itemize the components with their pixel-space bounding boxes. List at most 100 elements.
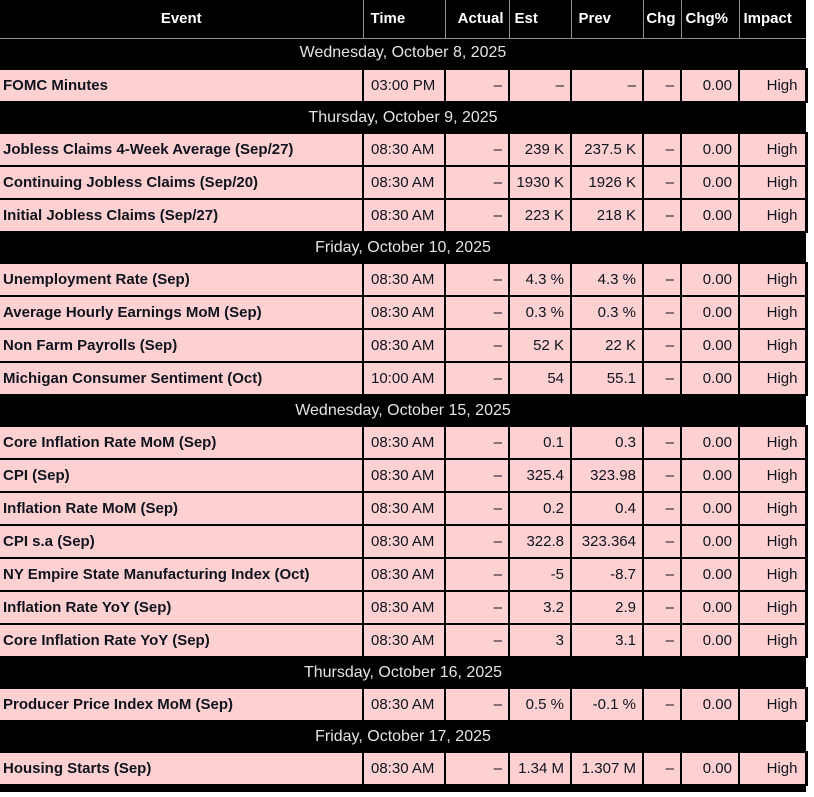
cell-time: 03:00 PM — [362, 69, 445, 103]
column-header-actual: Actual — [445, 0, 510, 39]
cell-actual: – — [444, 133, 509, 167]
cell-est: 0.2 — [508, 492, 571, 526]
event-row[interactable]: CPI (Sep) 08:30 AM –325.4 323.98–0.00 High — [0, 459, 808, 493]
cell-est: 0.5 % — [508, 688, 571, 722]
cell-impact: High — [738, 459, 808, 493]
cell-impact: High — [738, 492, 808, 526]
cell-est: 54 — [508, 362, 571, 396]
event-row[interactable]: CPI s.a (Sep) 08:30 AM –322.8 323.364–0.00 H… — [0, 525, 808, 559]
cell-prev: 0.4 — [570, 492, 643, 526]
cell-chg_pct: 0.00 — [680, 525, 739, 559]
cell-actual: – — [444, 296, 509, 330]
cell-prev: 0.3 — [570, 426, 643, 460]
cell-chg: – — [642, 752, 681, 786]
cell-actual: – — [444, 329, 509, 363]
cell-chg_pct: 0.00 — [680, 426, 739, 460]
cell-impact: High — [738, 426, 808, 460]
column-header-chg: Chg — [643, 0, 682, 39]
cell-est: 3 — [508, 624, 571, 658]
event-row[interactable]: Non Farm Payrolls (Sep) 08:30 AM –52 K 22 K… — [0, 329, 808, 363]
cell-chg_pct: 0.00 — [680, 133, 739, 167]
event-row[interactable]: Unemployment Rate (Sep) 08:30 AM –4.3 % 4.3… — [0, 263, 808, 297]
event-row[interactable]: NY Empire State Manufacturing Index (Oct… — [0, 558, 808, 592]
date-separator-label: Wednesday, October 15, 2025 — [0, 395, 806, 427]
date-separator-label: Wednesday, October 8, 2025 — [0, 38, 806, 70]
cell-impact: High — [738, 199, 808, 233]
cell-chg_pct: 0.00 — [680, 492, 739, 526]
cell-impact: High — [738, 752, 808, 786]
event-row[interactable]: Core Inflation Rate YoY (Sep) 08:30 AM –3 3… — [0, 624, 808, 658]
cell-event: Core Inflation Rate YoY (Sep) — [0, 624, 363, 658]
cell-chg_pct: 0.00 — [680, 166, 739, 200]
date-separator-row: Thursday, October 9, 2025 — [0, 102, 806, 134]
date-separator-row: Wednesday, October 8, 2025 — [0, 38, 806, 70]
date-separator-row: Friday, October 17, 2025 — [0, 721, 806, 753]
cell-prev: -0.1 % — [570, 688, 643, 722]
cell-est: -5 — [508, 558, 571, 592]
cell-actual: – — [444, 199, 509, 233]
cell-time: 08:30 AM — [362, 492, 445, 526]
cell-prev: 4.3 % — [570, 263, 643, 297]
cell-chg: – — [642, 133, 681, 167]
cell-chg: – — [642, 69, 681, 103]
cell-event: CPI s.a (Sep) — [0, 525, 363, 559]
cell-actual: – — [444, 362, 509, 396]
cell-est: 223 K — [508, 199, 571, 233]
cell-event: CPI (Sep) — [0, 459, 363, 493]
cell-prev: 237.5 K — [570, 133, 643, 167]
cell-time: 08:30 AM — [362, 263, 445, 297]
cell-est: 52 K — [508, 329, 571, 363]
cell-est: – — [508, 69, 571, 103]
cell-impact: High — [738, 133, 808, 167]
event-row[interactable]: Producer Price Index MoM (Sep) 08:30 AM –0… — [0, 688, 808, 722]
cell-chg: – — [642, 688, 681, 722]
column-header-prev: Prev — [571, 0, 644, 39]
cell-event: Initial Jobless Claims (Sep/27) — [0, 199, 363, 233]
cell-time: 08:30 AM — [362, 591, 445, 625]
cell-event: Housing Starts (Sep) — [0, 752, 363, 786]
cell-actual: – — [444, 263, 509, 297]
event-row[interactable]: Michigan Consumer Sentiment (Oct) 10:00 A… — [0, 362, 808, 396]
cell-event: Inflation Rate MoM (Sep) — [0, 492, 363, 526]
cell-chg: – — [642, 166, 681, 200]
date-separator-label: Friday, October 10, 2025 — [0, 232, 806, 264]
date-separator-label: Thursday, October 9, 2025 — [0, 102, 806, 134]
cell-event: Unemployment Rate (Sep) — [0, 263, 363, 297]
event-row[interactable]: Initial Jobless Claims (Sep/27) 08:30 AM –… — [0, 199, 808, 233]
event-row[interactable]: Core Inflation Rate MoM (Sep) 08:30 AM –0.… — [0, 426, 808, 460]
cell-chg: – — [642, 329, 681, 363]
event-row[interactable]: Inflation Rate YoY (Sep) 08:30 AM –3.2 2.9–… — [0, 591, 808, 625]
cell-actual: – — [444, 752, 509, 786]
cell-chg: – — [642, 199, 681, 233]
event-row[interactable]: Continuing Jobless Claims (Sep/20) 08:30 … — [0, 166, 808, 200]
cell-chg: – — [642, 525, 681, 559]
cell-actual: – — [444, 492, 509, 526]
cell-est: 3.2 — [508, 591, 571, 625]
date-separator-row: Thursday, October 16, 2025 — [0, 657, 806, 689]
cell-est: 0.1 — [508, 426, 571, 460]
cell-actual: – — [444, 525, 509, 559]
date-separator-label: Thursday, October 16, 2025 — [0, 657, 806, 689]
event-row[interactable]: Average Hourly Earnings MoM (Sep) 08:30 A… — [0, 296, 808, 330]
cell-chg: – — [642, 492, 681, 526]
cell-chg: – — [642, 362, 681, 396]
event-row[interactable]: FOMC Minutes 03:00 PM – – – –0.00 High — [0, 69, 808, 103]
column-header-event: Event — [0, 0, 364, 39]
cell-prev: 1926 K — [570, 166, 643, 200]
cell-time: 08:30 AM — [362, 688, 445, 722]
cell-prev: 22 K — [570, 329, 643, 363]
cell-actual: – — [444, 459, 509, 493]
event-row[interactable]: Housing Starts (Sep) 08:30 AM –1.34 M 1.307… — [0, 752, 808, 786]
cell-event: Inflation Rate YoY (Sep) — [0, 591, 363, 625]
cell-time: 08:30 AM — [362, 166, 445, 200]
cell-est: 325.4 — [508, 459, 571, 493]
cell-actual: – — [444, 591, 509, 625]
cell-impact: High — [738, 525, 808, 559]
cell-est: 1930 K — [508, 166, 571, 200]
cell-chg: – — [642, 263, 681, 297]
cell-prev: 323.98 — [570, 459, 643, 493]
cell-prev: 2.9 — [570, 591, 643, 625]
event-row[interactable]: Inflation Rate MoM (Sep) 08:30 AM –0.2 0.4–… — [0, 492, 808, 526]
cell-prev: 323.364 — [570, 525, 643, 559]
event-row[interactable]: Jobless Claims 4-Week Average (Sep/27) 08… — [0, 133, 808, 167]
